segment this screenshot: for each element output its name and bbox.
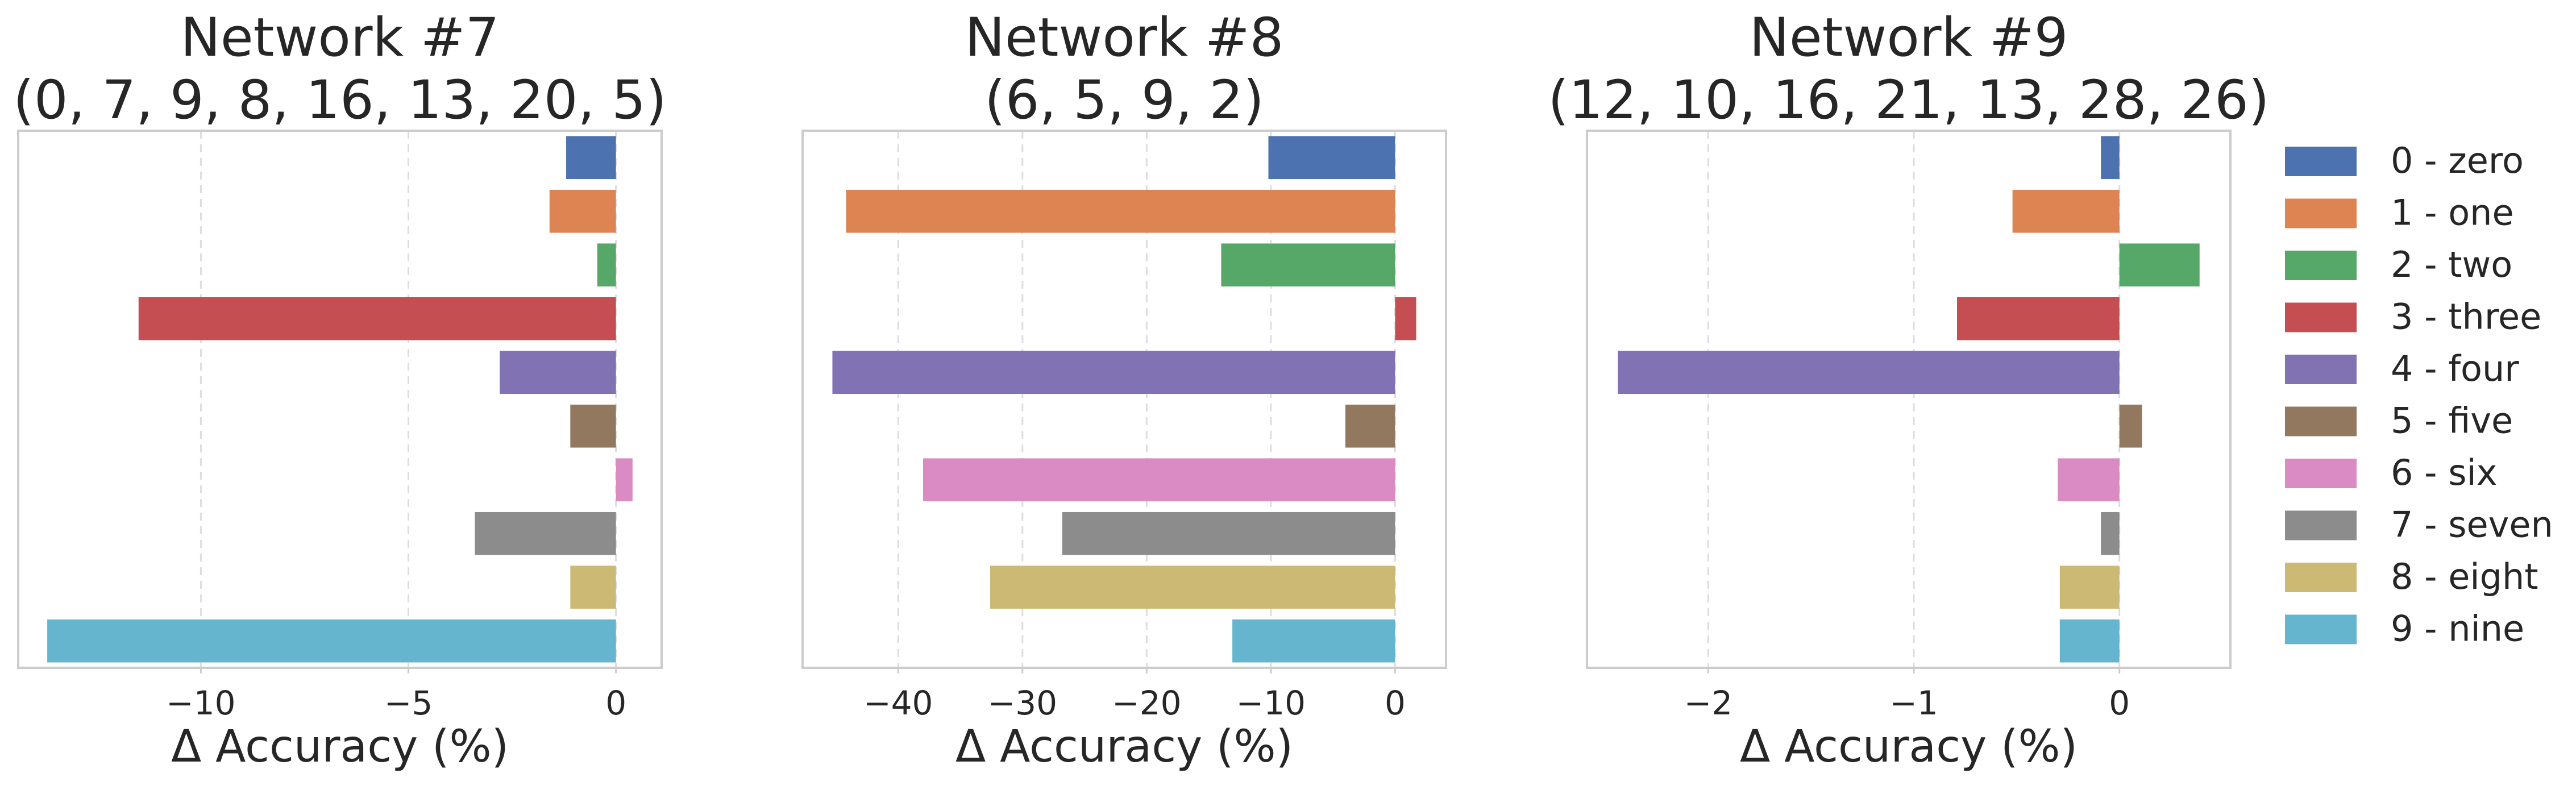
legend-label: 5 - five xyxy=(2391,400,2513,442)
plot-frame xyxy=(17,130,663,669)
bar-one xyxy=(846,189,1395,233)
bar-zero xyxy=(1268,136,1395,180)
legend-swatch xyxy=(2285,302,2357,332)
legend-swatch xyxy=(2285,614,2357,644)
chart-panel-1: −10 −5 0 Δ Accuracy (%) Network #7 (0, 7, 9, … xyxy=(13,7,667,772)
bar-three xyxy=(1395,297,1416,340)
chart-title: Network #7 (0, 7, 9, 8, 16, 13, 20, 5) xyxy=(13,7,667,131)
bar-eight xyxy=(570,565,616,609)
bar-five xyxy=(2119,404,2142,448)
chart-title: Network #9 (12, 10, 16, 21, 13, 28, 26) xyxy=(1548,7,2269,131)
legend-swatch xyxy=(2285,563,2357,592)
legend: 0 - zero 1 - one 2 - two 3 - three 4 - four 5… xyxy=(2285,140,2553,650)
bar-two xyxy=(597,243,616,287)
chart-panel-2: −40 −30 −20 −10 0 Δ Accuracy (%) Network #8 (6,… xyxy=(801,7,1447,772)
x-tick-label: −5 xyxy=(384,684,433,722)
bar-eight xyxy=(2059,565,2120,609)
legend-label: 1 - one xyxy=(2391,192,2514,234)
legend-label: 9 - nine xyxy=(2391,608,2524,650)
plot-frame xyxy=(1586,130,2232,669)
chart-title: Network #8 (6, 5, 9, 2) xyxy=(965,7,1284,131)
bar-two xyxy=(2119,243,2200,287)
bar-six xyxy=(616,458,633,502)
x-axis-label: Δ Accuracy (%) xyxy=(171,721,509,772)
x-tick-label: 0 xyxy=(2109,684,2130,722)
bar-five xyxy=(1345,404,1395,448)
bar-eight xyxy=(990,565,1395,609)
bar-zero xyxy=(566,136,616,180)
bar-seven xyxy=(1062,511,1395,555)
x-tick-label: 0 xyxy=(1385,684,1406,722)
bar-two xyxy=(1221,243,1395,287)
legend-label: 3 - three xyxy=(2391,296,2541,338)
legend-swatch xyxy=(2285,510,2357,540)
bar-five xyxy=(570,404,616,448)
chart-panel-3: −2 −1 0 Δ Accuracy (%) Network #9 (12, 10, 16… xyxy=(1548,7,2269,772)
bar-nine xyxy=(1232,619,1395,663)
x-tick-label: −2 xyxy=(1684,684,1733,722)
x-tick-label: −10 xyxy=(166,684,235,722)
bar-nine xyxy=(47,619,616,663)
bar-seven xyxy=(475,511,616,555)
bar-six xyxy=(2058,458,2120,502)
legend-swatch xyxy=(2285,147,2357,176)
legend-swatch xyxy=(2285,251,2357,280)
legend-label: 7 - seven xyxy=(2391,504,2553,546)
bar-zero xyxy=(2101,136,2120,180)
bar-four xyxy=(1618,351,2120,394)
x-tick-label: −30 xyxy=(988,684,1057,722)
x-tick-label: 0 xyxy=(605,684,626,722)
legend-label: 4 - four xyxy=(2391,348,2519,389)
plot-frame xyxy=(801,130,1447,669)
bar-one xyxy=(549,189,616,233)
x-tick-label: −10 xyxy=(1236,684,1306,722)
bar-four xyxy=(500,351,616,394)
legend-label: 0 - zero xyxy=(2391,140,2524,181)
legend-swatch xyxy=(2285,459,2357,488)
bar-four xyxy=(832,351,1395,394)
legend-swatch xyxy=(2285,198,2357,228)
x-tick-label: −40 xyxy=(863,684,933,722)
legend-swatch xyxy=(2285,406,2357,436)
x-tick-label: −20 xyxy=(1112,684,1181,722)
x-tick-label: −1 xyxy=(1889,684,1938,722)
x-axis-label: Δ Accuracy (%) xyxy=(1740,721,2078,772)
bar-one xyxy=(2012,189,2120,233)
bar-three xyxy=(138,297,616,340)
bar-seven xyxy=(2101,511,2120,555)
bar-three xyxy=(1956,297,2120,340)
legend-label: 8 - eight xyxy=(2391,556,2538,597)
legend-label: 2 - two xyxy=(2391,244,2512,285)
bar-nine xyxy=(2059,619,2120,663)
legend-label: 6 - six xyxy=(2391,452,2497,493)
legend-swatch xyxy=(2285,355,2357,384)
bar-six xyxy=(923,458,1395,502)
x-axis-label: Δ Accuracy (%) xyxy=(955,721,1293,772)
